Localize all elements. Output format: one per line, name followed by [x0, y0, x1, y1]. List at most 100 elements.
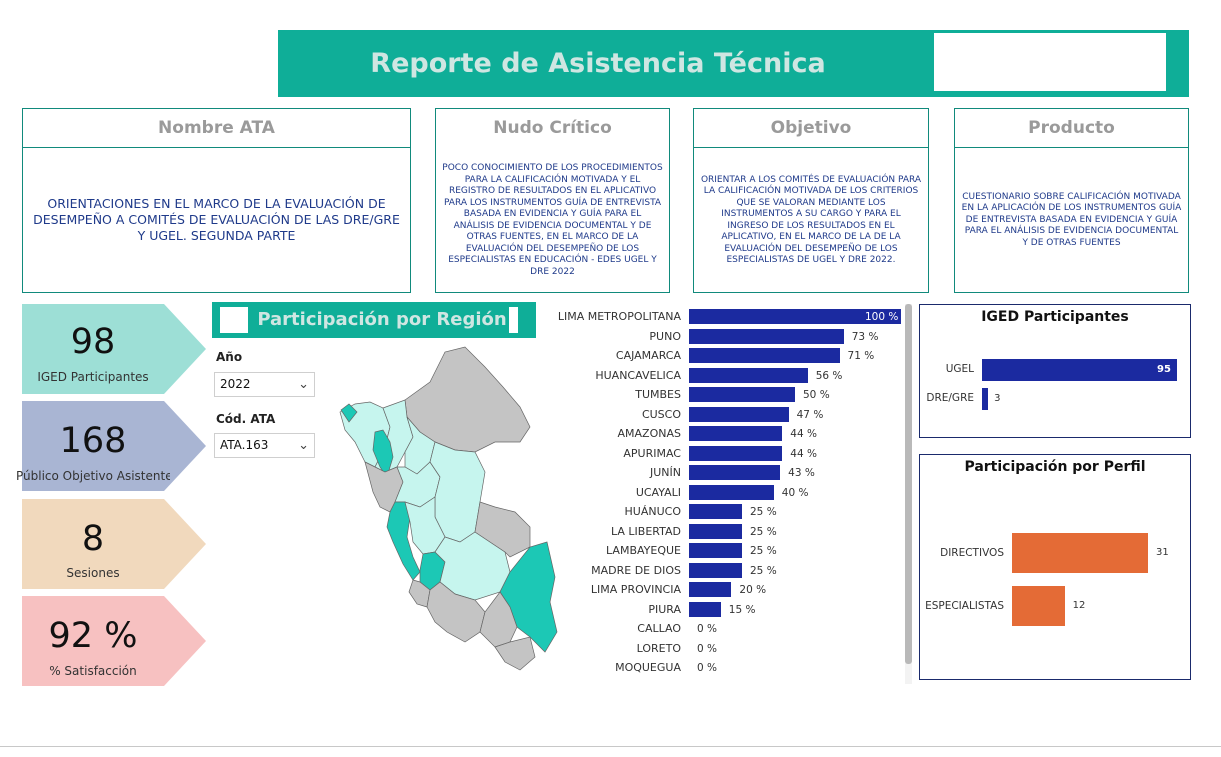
bar-value-label: 50 % [803, 389, 830, 401]
card-text: CUESTIONARIO SOBRE CALIFICACIÓN MOTIVADA… [961, 191, 1182, 248]
bar[interactable] [1012, 533, 1148, 573]
year-dropdown[interactable]: 2022 ⌄ [214, 372, 315, 397]
bar-value-label: 100 % [865, 311, 899, 323]
bar-category-label: MOQUEGUA [615, 661, 681, 674]
bar-value-label: 40 % [781, 486, 809, 499]
bar-category-label: CUSCO [641, 407, 681, 421]
card-text: ORIENTACIONES EN EL MARCO DE LA EVALUACI… [33, 196, 400, 243]
kpi-arrow-shape [22, 401, 206, 491]
bar-category-label: AMAZONAS [617, 427, 681, 440]
bar-value-label: 71 % [847, 350, 875, 362]
kpi-satisfaccion: 92 % % Satisfacción [22, 596, 206, 686]
bar-value-label: 25 % [750, 525, 777, 538]
bottom-divider [0, 746, 1221, 747]
bar-value-label: 0 % [697, 662, 717, 674]
ata-filter-label: Cód. ATA [216, 412, 276, 426]
card-text: POCO CONOCIMIENTO DE LOS PROCEDIMIENTOS … [442, 163, 663, 277]
bar[interactable] [689, 328, 844, 344]
kpi-publico-objetivo: 168 Público Objetivo Asistente [16, 401, 206, 491]
bar[interactable] [689, 309, 901, 324]
kpi-value: 8 [81, 519, 105, 559]
card-nombre-ata: Nombre ATA ORIENTACIONES EN EL MARCO DE … [22, 108, 411, 293]
bar-category-label: HUANCAVELICA [595, 368, 681, 382]
bar-value-label: 15 % [728, 603, 756, 616]
bar-category-label: UCAYALI [635, 485, 681, 499]
bar-value-label: 31 [1156, 547, 1169, 558]
bar[interactable] [689, 426, 783, 441]
year-dropdown-value: 2022 [220, 377, 251, 391]
peru-region-map[interactable] [335, 342, 565, 674]
chevron-down-icon: ⌄ [298, 377, 309, 392]
bar-value-label: 20 % [739, 584, 767, 596]
bar-category-label: LORETO [636, 641, 681, 655]
map-region-cajamarca [372, 429, 394, 478]
map-region-madre-de-dios [474, 501, 531, 558]
kpi-label: IGED Participantes [37, 370, 149, 384]
ata-dropdown-value: ATA.163 [220, 438, 269, 452]
bar[interactable] [689, 601, 721, 617]
bar-category-label: LA LIBERTAD [611, 524, 681, 538]
region-section-title: Participación por Región [257, 309, 507, 330]
bar-category-label: APURIMAC [623, 446, 681, 460]
kpi-label: Público Objetivo Asistente [16, 469, 170, 483]
bar[interactable] [689, 348, 840, 363]
card-objetivo: Objetivo ORIENTAR A LOS COMITÉS DE EVALU… [693, 108, 929, 293]
card-title: Objetivo [694, 109, 928, 148]
bar[interactable] [689, 367, 808, 383]
kpi-label: Sesiones [66, 566, 120, 580]
kpi-arrow-shape [22, 499, 206, 589]
bar-category-label: MADRE DE DIOS [591, 563, 681, 577]
bar-value-label: 56 % [815, 369, 843, 382]
kpi-arrow-shape [22, 596, 206, 686]
bar[interactable] [689, 523, 742, 539]
bar[interactable] [689, 445, 783, 461]
bar-category-label: TUMBES [635, 388, 681, 401]
panel-title: Participación por Perfil [964, 459, 1146, 475]
bar-category-label: LIMA METROPOLITANA [557, 310, 681, 323]
ata-code-dropdown[interactable]: ATA.163 ⌄ [214, 433, 315, 458]
bar[interactable] [689, 406, 789, 422]
bar-category-label: CALLAO [637, 622, 681, 635]
bar-category-label: PUNO [649, 329, 681, 343]
bar[interactable] [689, 562, 742, 578]
bar-category-label: UGEL [945, 363, 974, 375]
card-nudo-critico: Nudo Crítico POCO CONOCIMIENTO DE LOS PR… [435, 108, 670, 293]
bar-category-label: HUÁNUCO [624, 505, 681, 518]
bar[interactable] [689, 543, 742, 558]
chevron-down-icon: ⌄ [298, 438, 309, 453]
bar-category-label: CAJAMARCA [615, 349, 681, 362]
card-producto: Producto CUESTIONARIO SOBRE CALIFICACIÓN… [954, 108, 1189, 293]
bar-value-label: 25 % [750, 545, 777, 557]
bar-value-label: 73 % [851, 330, 879, 343]
bar-category-label: LAMBAYEQUE [606, 544, 681, 557]
bar[interactable] [982, 359, 1177, 381]
bar[interactable] [689, 484, 774, 500]
bar-category-label: PIURA [648, 602, 681, 616]
chart-scrollbar-thumb[interactable] [905, 304, 912, 664]
bar-category-label: ESPECIALISTAS [925, 600, 1004, 612]
bar-value-label: 12 [1072, 600, 1086, 611]
bar[interactable] [689, 582, 732, 597]
map-region-tumbes [340, 403, 358, 423]
bar-category-label: DRE/GRE [926, 392, 974, 404]
bar[interactable] [689, 387, 795, 402]
bar-value-label: 44 % [790, 447, 817, 460]
card-title: Nombre ATA [23, 109, 410, 148]
kpi-value: 168 [59, 421, 127, 461]
bar-value-label: 0 % [697, 642, 717, 655]
bar-category-label: LIMA PROVINCIA [590, 583, 681, 596]
bar-value-label: 25 % [750, 506, 777, 518]
kpi-value: 92 % [48, 616, 138, 656]
kpi-sesiones: 8 Sesiones [22, 499, 206, 589]
map-region-tacna [494, 636, 536, 671]
map-region-ancash [386, 501, 421, 581]
bar-value-label: 47 % [796, 408, 824, 421]
bar[interactable] [689, 504, 742, 519]
year-filter-label: Año [216, 350, 243, 364]
bar-value-label: 44 % [790, 428, 817, 440]
bar[interactable] [689, 465, 781, 480]
card-title: Nudo Crítico [493, 118, 612, 138]
bar[interactable] [982, 388, 989, 410]
bar-value-label: 0 % [697, 623, 717, 635]
bar[interactable] [1012, 586, 1065, 626]
